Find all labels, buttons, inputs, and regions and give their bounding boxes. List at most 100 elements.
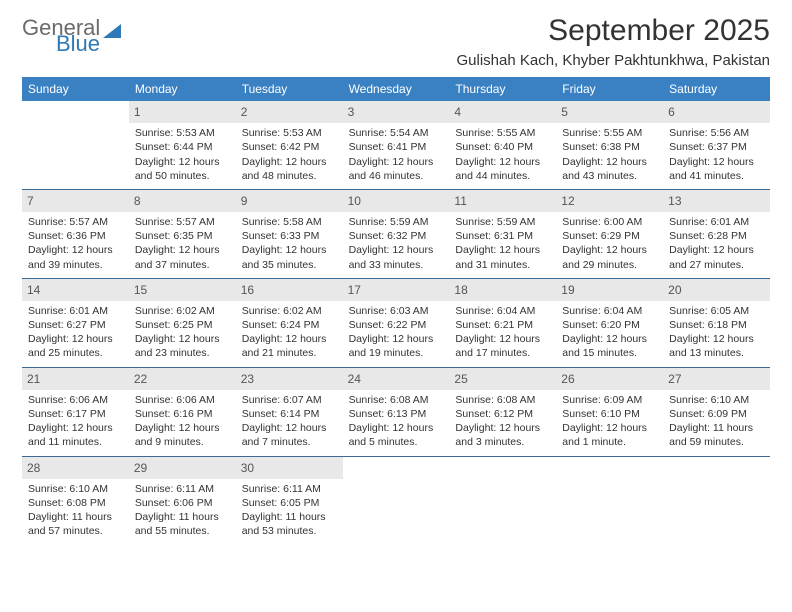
day-number: 27 xyxy=(663,368,770,390)
day-number: 2 xyxy=(236,101,343,123)
daylight-text: Daylight: 12 hours and 35 minutes. xyxy=(242,243,337,271)
sunset-text: Sunset: 6:40 PM xyxy=(455,140,550,154)
sunrise-text: Sunrise: 5:58 AM xyxy=(242,215,337,229)
daylight-text: Daylight: 12 hours and 13 minutes. xyxy=(669,332,764,360)
calendar-day: 9 Sunrise: 5:58 AMSunset: 6:33 PMDaylight… xyxy=(236,190,343,278)
daylight-text: Daylight: 11 hours and 55 minutes. xyxy=(135,510,230,538)
sunrise-text: Sunrise: 6:09 AM xyxy=(562,393,657,407)
sunset-text: Sunset: 6:29 PM xyxy=(562,229,657,243)
day-number: 20 xyxy=(663,279,770,301)
sunset-text: Sunset: 6:08 PM xyxy=(28,496,123,510)
daylight-text: Daylight: 12 hours and 48 minutes. xyxy=(242,155,337,183)
day-number: 6 xyxy=(663,101,770,123)
sunrise-text: Sunrise: 6:04 AM xyxy=(455,304,550,318)
sunset-text: Sunset: 6:37 PM xyxy=(669,140,764,154)
sunset-text: Sunset: 6:12 PM xyxy=(455,407,550,421)
daylight-text: Daylight: 11 hours and 53 minutes. xyxy=(242,510,337,538)
calendar-day: 27 Sunrise: 6:10 AMSunset: 6:09 PMDayligh… xyxy=(663,368,770,456)
calendar-day: 29Sunrise: 6:11 AMSunset: 6:06 PMDayligh… xyxy=(129,457,236,545)
sunrise-text: Sunrise: 6:06 AM xyxy=(135,393,230,407)
sunrise-text: Sunrise: 5:53 AM xyxy=(242,126,337,140)
day-number: 11 xyxy=(449,190,556,212)
daylight-text: Daylight: 12 hours and 5 minutes. xyxy=(349,421,444,449)
day-number: 7 xyxy=(22,190,129,212)
calendar-week: 7Sunrise: 5:57 AMSunset: 6:36 PMDaylight… xyxy=(22,190,770,279)
page-title: September 2025 xyxy=(456,14,770,48)
day-number: 5 xyxy=(556,101,663,123)
sunrise-text: Sunrise: 6:06 AM xyxy=(28,393,123,407)
daylight-text: Daylight: 12 hours and 11 minutes. xyxy=(28,421,123,449)
sunset-text: Sunset: 6:31 PM xyxy=(455,229,550,243)
daylight-text: Daylight: 12 hours and 9 minutes. xyxy=(135,421,230,449)
day-header-wednesday: Wednesday xyxy=(343,77,450,101)
day-number: 18 xyxy=(449,279,556,301)
title-block: September 2025 Gulishah Kach, Khyber Pak… xyxy=(456,14,770,69)
day-header-friday: Friday xyxy=(556,77,663,101)
daylight-text: Daylight: 12 hours and 17 minutes. xyxy=(455,332,550,360)
day-number: 28 xyxy=(22,457,129,479)
calendar-day: 6Sunrise: 5:56 AMSunset: 6:37 PMDaylight… xyxy=(663,101,770,189)
daylight-text: Daylight: 12 hours and 25 minutes. xyxy=(28,332,123,360)
daylight-text: Daylight: 12 hours and 15 minutes. xyxy=(562,332,657,360)
day-number: 22 xyxy=(129,368,236,390)
sunset-text: Sunset: 6:13 PM xyxy=(349,407,444,421)
page-subtitle: Gulishah Kach, Khyber Pakhtunkhwa, Pakis… xyxy=(456,52,770,69)
day-number: 9 xyxy=(236,190,343,212)
day-number: 4 xyxy=(449,101,556,123)
sunrise-text: Sunrise: 6:02 AM xyxy=(242,304,337,318)
day-number: 15 xyxy=(129,279,236,301)
calendar-day: 30Sunrise: 6:11 AMSunset: 6:05 PMDayligh… xyxy=(236,457,343,545)
calendar-day: 1Sunrise: 5:53 AMSunset: 6:44 PMDaylight… xyxy=(129,101,236,189)
sunset-text: Sunset: 6:22 PM xyxy=(349,318,444,332)
calendar-day: 5Sunrise: 5:55 AMSunset: 6:38 PMDaylight… xyxy=(556,101,663,189)
sunset-text: Sunset: 6:18 PM xyxy=(669,318,764,332)
sunset-text: Sunset: 6:09 PM xyxy=(669,407,764,421)
sunrise-text: Sunrise: 5:55 AM xyxy=(455,126,550,140)
sunset-text: Sunset: 6:33 PM xyxy=(242,229,337,243)
sunset-text: Sunset: 6:28 PM xyxy=(669,229,764,243)
calendar-day: 28Sunrise: 6:10 AMSunset: 6:08 PMDayligh… xyxy=(22,457,129,545)
calendar-day: . xyxy=(556,457,663,545)
daylight-text: Daylight: 11 hours and 57 minutes. xyxy=(28,510,123,538)
calendar-week: 28Sunrise: 6:10 AMSunset: 6:08 PMDayligh… xyxy=(22,457,770,545)
day-number: 10 xyxy=(343,190,450,212)
daylight-text: Daylight: 12 hours and 1 minute. xyxy=(562,421,657,449)
sunset-text: Sunset: 6:05 PM xyxy=(242,496,337,510)
calendar-day: . xyxy=(663,457,770,545)
daylight-text: Daylight: 12 hours and 7 minutes. xyxy=(242,421,337,449)
calendar-day: 10Sunrise: 5:59 AMSunset: 6:32 PMDayligh… xyxy=(343,190,450,278)
sunrise-text: Sunrise: 6:03 AM xyxy=(349,304,444,318)
calendar-day: 14Sunrise: 6:01 AMSunset: 6:27 PMDayligh… xyxy=(22,279,129,367)
header: General Blue September 2025 Gulishah Kac… xyxy=(22,14,770,69)
daylight-text: Daylight: 12 hours and 23 minutes. xyxy=(135,332,230,360)
day-header-sunday: Sunday xyxy=(22,77,129,101)
logo-word-2: Blue xyxy=(56,34,100,54)
sunset-text: Sunset: 6:42 PM xyxy=(242,140,337,154)
sunrise-text: Sunrise: 5:56 AM xyxy=(669,126,764,140)
sunset-text: Sunset: 6:36 PM xyxy=(28,229,123,243)
daylight-text: Daylight: 12 hours and 46 minutes. xyxy=(349,155,444,183)
page: General Blue September 2025 Gulishah Kac… xyxy=(0,0,792,558)
sunrise-text: Sunrise: 5:55 AM xyxy=(562,126,657,140)
calendar-week: 14Sunrise: 6:01 AMSunset: 6:27 PMDayligh… xyxy=(22,279,770,368)
sunset-text: Sunset: 6:21 PM xyxy=(455,318,550,332)
sunrise-text: Sunrise: 6:07 AM xyxy=(242,393,337,407)
daylight-text: Daylight: 12 hours and 43 minutes. xyxy=(562,155,657,183)
calendar-day: 20Sunrise: 6:05 AMSunset: 6:18 PMDayligh… xyxy=(663,279,770,367)
daylight-text: Daylight: 12 hours and 44 minutes. xyxy=(455,155,550,183)
sunrise-text: Sunrise: 6:08 AM xyxy=(455,393,550,407)
sunset-text: Sunset: 6:16 PM xyxy=(135,407,230,421)
daylight-text: Daylight: 11 hours and 59 minutes. xyxy=(669,421,764,449)
calendar-day: 11Sunrise: 5:59 AMSunset: 6:31 PMDayligh… xyxy=(449,190,556,278)
calendar-day: 7Sunrise: 5:57 AMSunset: 6:36 PMDaylight… xyxy=(22,190,129,278)
day-number: 30 xyxy=(236,457,343,479)
sunset-text: Sunset: 6:32 PM xyxy=(349,229,444,243)
sunset-text: Sunset: 6:06 PM xyxy=(135,496,230,510)
day-number: 17 xyxy=(343,279,450,301)
daylight-text: Daylight: 12 hours and 37 minutes. xyxy=(135,243,230,271)
day-number: 26 xyxy=(556,368,663,390)
calendar-day: 21Sunrise: 6:06 AMSunset: 6:17 PMDayligh… xyxy=(22,368,129,456)
calendar-day: . xyxy=(343,457,450,545)
daylight-text: Daylight: 12 hours and 19 minutes. xyxy=(349,332,444,360)
sunrise-text: Sunrise: 6:10 AM xyxy=(669,393,764,407)
